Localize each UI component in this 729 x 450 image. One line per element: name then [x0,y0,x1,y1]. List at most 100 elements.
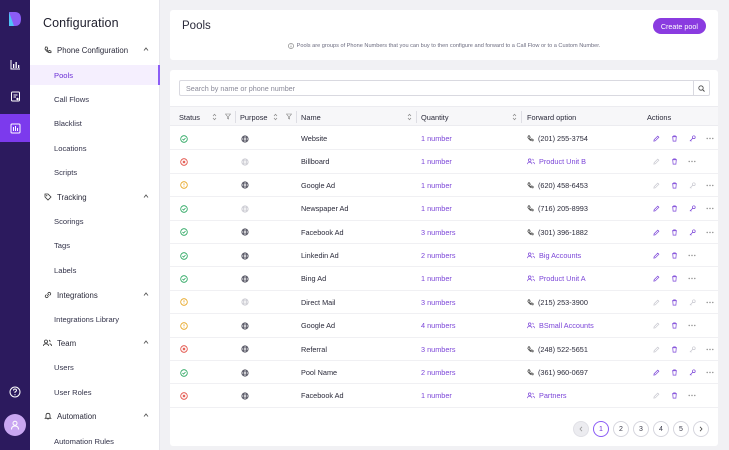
quantity-link[interactable]: 2 numbers [421,251,456,260]
edit-button[interactable] [647,252,665,259]
prev-page-button[interactable] [573,421,589,437]
sidebar-item-tags[interactable]: Tags [54,240,71,250]
delete-button[interactable] [665,346,683,353]
edit-button[interactable] [647,369,665,376]
table-row[interactable]: Bing Ad 1 number Product Unit A [170,267,718,291]
delete-button[interactable] [665,322,683,329]
edit-button[interactable] [647,135,665,142]
col-quantity[interactable]: Quantity [421,112,449,122]
key-button[interactable] [683,229,701,236]
nav-help[interactable] [0,378,30,406]
edit-button[interactable] [647,275,665,282]
more-button[interactable] [701,371,719,374]
key-button[interactable] [683,182,701,189]
quantity-link[interactable]: 4 numbers [421,321,456,331]
nav-analytics[interactable] [0,50,30,78]
quantity-link[interactable]: 1 number [421,274,452,284]
more-button[interactable] [683,160,701,163]
edit-button[interactable] [647,299,665,306]
sidebar-item-scripts[interactable]: Scripts [54,167,78,177]
more-button[interactable] [701,301,719,304]
table-row[interactable]: Referral 3 numbers (248) 522-5651 [170,338,718,361]
forward-option[interactable]: Partners [527,384,567,407]
page-button-5[interactable]: 5 [673,421,689,437]
filter-icon[interactable] [286,113,292,120]
table-row[interactable]: Linkedin Ad 2 numbers Big Accounts [170,244,718,268]
sidebar-item-user-roles[interactable]: User Roles [54,387,92,397]
page-button-1[interactable]: 1 [593,421,609,437]
quantity-link[interactable]: 3 numbers [421,227,456,237]
delete-button[interactable] [665,369,683,376]
more-button[interactable] [683,394,701,397]
more-button[interactable] [701,184,719,187]
col-name[interactable]: Name [301,112,321,122]
more-button[interactable] [701,231,719,234]
col-status[interactable]: Status [179,112,200,122]
next-page-button[interactable] [693,421,709,437]
sidebar-item-call-flows[interactable]: Call Flows [54,94,90,104]
delete-button[interactable] [665,299,683,306]
page-button-2[interactable]: 2 [613,421,629,437]
quantity-link[interactable]: 3 numbers [421,344,456,354]
sort-icon[interactable] [273,113,278,121]
sort-icon[interactable] [212,113,217,121]
edit-button[interactable] [647,229,665,236]
forward-option[interactable]: Big Accounts [527,244,581,267]
key-button[interactable] [683,205,701,212]
col-purpose[interactable]: Purpose [240,112,268,122]
table-row[interactable]: Pool Name 2 numbers (361) 960-0697 [170,361,719,385]
page-button-4[interactable]: 4 [653,421,669,437]
more-button[interactable] [701,137,719,140]
section-tracking[interactable]: Tracking [30,187,160,207]
delete-button[interactable] [665,275,683,282]
more-button[interactable] [683,277,701,280]
forward-option[interactable]: BSmall Accounts [527,314,594,337]
key-button[interactable] [683,369,701,376]
key-button[interactable] [683,299,701,306]
sidebar-item-blacklist[interactable]: Blacklist [54,118,82,128]
quantity-link[interactable]: 1 number [421,134,452,143]
search-button[interactable] [693,80,709,96]
create-pool-button[interactable]: Create pool [652,18,706,34]
quantity-link[interactable]: 1 number [421,391,452,401]
key-button[interactable] [683,135,701,142]
filter-icon[interactable] [225,113,231,120]
table-row[interactable]: Facebook Ad 3 numbers (301) 396-1882 [170,221,718,244]
sidebar-item-scorings[interactable]: Scorings [54,216,84,226]
quantity-link[interactable]: 1 number [421,180,452,190]
table-row[interactable]: Direct Mail 3 numbers (215) 253-3900 [170,291,719,315]
nav-reports[interactable] [0,82,30,110]
section-team[interactable]: Team [30,333,160,353]
col-forward-option[interactable]: Forward option [527,112,577,122]
edit-button[interactable] [647,205,665,212]
edit-button[interactable] [647,158,665,165]
table-row[interactable]: Facebook Ad 1 number Partners [170,384,718,408]
delete-button[interactable] [665,135,683,142]
forward-option[interactable]: Product Unit B [527,150,586,173]
more-button[interactable] [701,348,719,351]
table-row[interactable]: Newspaper Ad 1 number (716) 205-8993 [170,197,718,221]
delete-button[interactable] [665,205,683,212]
key-button[interactable] [683,346,701,353]
edit-button[interactable] [647,392,665,399]
user-avatar[interactable] [4,414,26,436]
more-button[interactable] [683,254,701,257]
delete-button[interactable] [665,229,683,236]
page-button-3[interactable]: 3 [633,421,649,437]
quantity-link[interactable]: 3 numbers [421,297,456,307]
search-input[interactable]: Search by name or phone number [186,84,296,93]
edit-button[interactable] [647,346,665,353]
table-row[interactable]: Google Ad 4 numbers BSmall Accounts [170,314,718,338]
sidebar-item-users[interactable]: Users [54,362,74,372]
app-logo[interactable] [8,11,22,27]
sort-icon[interactable] [512,113,517,121]
quantity-link[interactable]: 2 numbers [421,368,456,377]
sort-icon[interactable] [407,113,412,121]
quantity-link[interactable]: 1 number [421,157,452,167]
table-row[interactable]: Website 1 number (201) 255-3754 [170,127,719,151]
section-automation[interactable]: Automation [30,406,160,426]
sidebar-item-labels[interactable]: Labels [54,265,77,275]
section-integrations[interactable]: Integrations [30,285,160,305]
sidebar-item-locations[interactable]: Locations [54,143,87,153]
search-box[interactable]: Search by name or phone number [179,80,710,96]
